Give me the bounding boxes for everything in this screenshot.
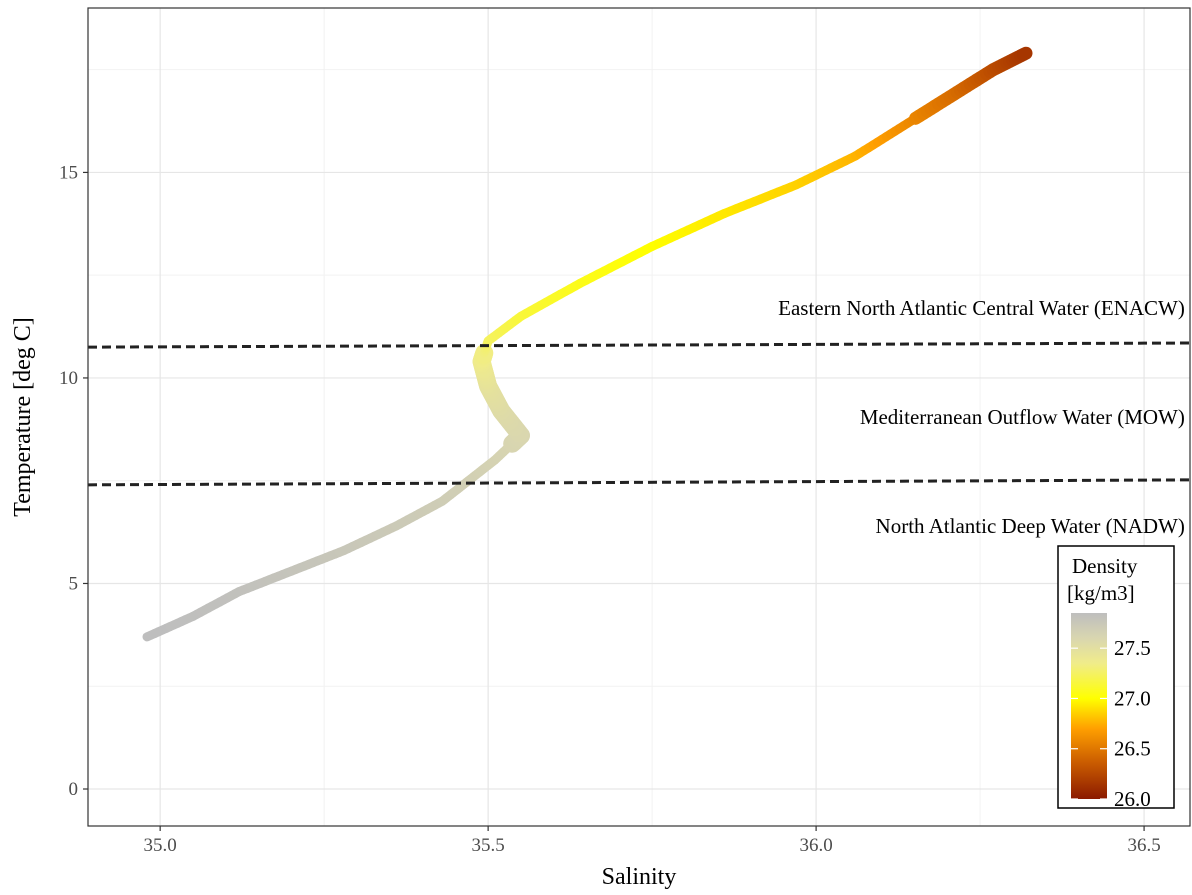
y-axis-title: Temperature [deg C] <box>10 317 36 517</box>
legend-tick-label: 27.0 <box>1114 686 1151 710</box>
x-tick-label: 36.0 <box>799 835 832 856</box>
water-mass-label: Eastern North Atlantic Central Water (EN… <box>778 296 1185 320</box>
legend-colorbar <box>1071 613 1107 799</box>
water-mass-label: Mediterranean Outflow Water (MOW) <box>860 405 1185 429</box>
legend-tick-label: 26.5 <box>1114 737 1151 761</box>
x-tick-label: 35.0 <box>144 835 177 856</box>
y-tick-label: 15 <box>59 162 78 183</box>
density-legend: Density [kg/m3] 27.5 27.0 26.5 26.0 <box>1057 545 1175 811</box>
water-mass-label: North Atlantic Deep Water (NADW) <box>876 514 1185 538</box>
legend-ticks: 27.5 27.0 26.5 26.0 <box>1071 636 1151 811</box>
legend-tick-label: 27.5 <box>1114 636 1151 660</box>
profile-segment <box>1016 46 1033 62</box>
plot-panel <box>88 8 1190 826</box>
x-tick-label: 35.5 <box>472 835 505 856</box>
water-mass-labels: Eastern North Atlantic Central Water (EN… <box>778 296 1185 538</box>
x-axis-title: Salinity <box>602 864 677 890</box>
x-tick-label: 36.5 <box>1127 835 1160 856</box>
y-axis: 0 5 10 15 <box>59 162 88 800</box>
y-tick-label: 5 <box>69 573 79 594</box>
y-tick-label: 10 <box>59 368 78 389</box>
boundary-line <box>87 341 1191 349</box>
plot-border <box>87 7 1191 827</box>
x-axis: 35.0 35.5 36.0 36.5 <box>144 826 1161 856</box>
water-mass-boundaries <box>87 341 1191 487</box>
ts-profile <box>142 46 1033 642</box>
legend-tick-label: 26.0 <box>1114 787 1151 811</box>
y-tick-label: 0 <box>69 779 79 800</box>
legend-title: Density <box>1072 554 1138 578</box>
legend-units: [kg/m3] <box>1067 581 1135 605</box>
boundary-line <box>87 478 1191 487</box>
